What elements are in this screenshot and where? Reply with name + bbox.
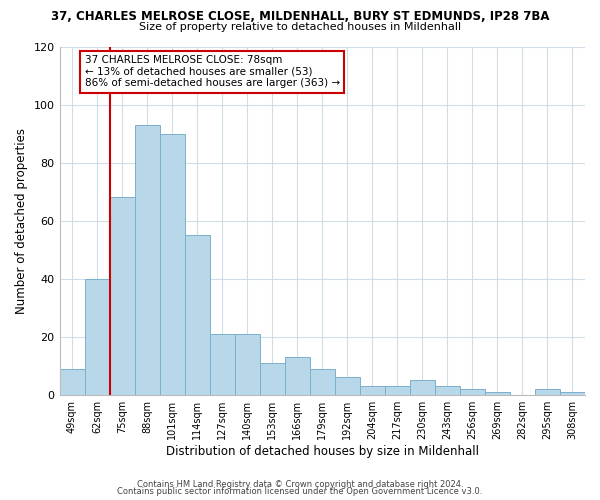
Bar [485, 392, 510, 394]
Text: 37 CHARLES MELROSE CLOSE: 78sqm
← 13% of detached houses are smaller (53)
86% of: 37 CHARLES MELROSE CLOSE: 78sqm ← 13% of… [85, 55, 340, 88]
Bar [285, 357, 310, 395]
Bar [110, 198, 134, 394]
Bar [160, 134, 185, 394]
Bar [335, 378, 360, 394]
Bar [410, 380, 435, 394]
Bar [535, 389, 560, 394]
Text: 37, CHARLES MELROSE CLOSE, MILDENHALL, BURY ST EDMUNDS, IP28 7BA: 37, CHARLES MELROSE CLOSE, MILDENHALL, B… [51, 10, 549, 23]
Bar [560, 392, 585, 394]
Bar [385, 386, 410, 394]
Text: Contains public sector information licensed under the Open Government Licence v3: Contains public sector information licen… [118, 488, 482, 496]
Bar [360, 386, 385, 394]
Bar [235, 334, 260, 394]
Bar [435, 386, 460, 394]
Y-axis label: Number of detached properties: Number of detached properties [15, 128, 28, 314]
X-axis label: Distribution of detached houses by size in Mildenhall: Distribution of detached houses by size … [166, 444, 479, 458]
Text: Size of property relative to detached houses in Mildenhall: Size of property relative to detached ho… [139, 22, 461, 32]
Bar [209, 334, 235, 394]
Bar [59, 368, 85, 394]
Bar [310, 368, 335, 394]
Bar [185, 235, 209, 394]
Bar [134, 125, 160, 394]
Bar [260, 363, 285, 394]
Bar [460, 389, 485, 394]
Text: Contains HM Land Registry data © Crown copyright and database right 2024.: Contains HM Land Registry data © Crown c… [137, 480, 463, 489]
Bar [85, 278, 110, 394]
